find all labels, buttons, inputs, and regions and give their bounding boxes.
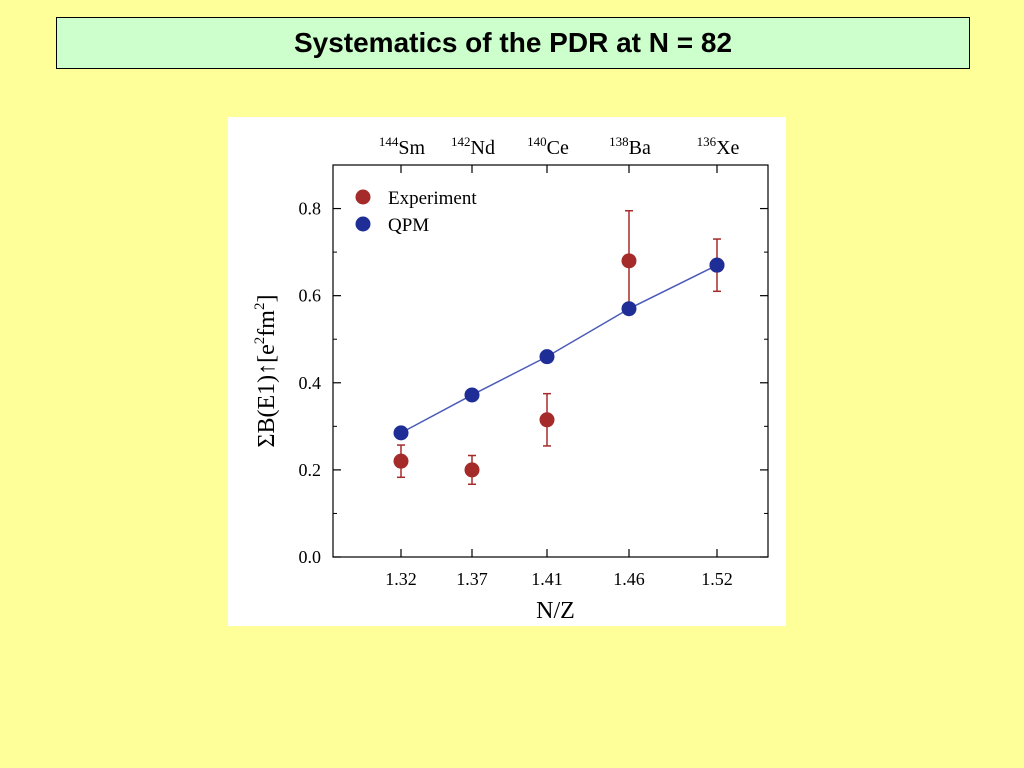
y-axis-label-part: 2 [252,337,268,345]
y-axis-label-part: Σ [254,434,280,448]
slide-title-box: Systematics of the PDR at N = 82 [56,17,970,69]
experiment-point [621,253,637,269]
qpm-point [539,349,555,365]
nucleus-mass: 136 [697,134,717,149]
y-tick-label: 0.6 [299,286,322,306]
legend-experiment-marker [355,189,371,205]
experiment-point [539,412,555,428]
nucleus-label: 138Ba [609,134,651,159]
nucleus-label: 136Xe [697,134,740,159]
experiment-point [464,462,480,478]
experiment-point [393,453,409,469]
x-tick-label: 1.41 [531,569,563,589]
x-axis-label: N/Z [536,598,575,624]
y-axis-label-part: ] [254,295,280,303]
nucleus-symbol: Xe [716,137,739,159]
y-axis-label-part: 2 [252,303,268,311]
x-tick-label: 1.52 [701,569,733,589]
y-axis-label-group: ΣB(E1)↑[e2fm2] [252,295,280,448]
legend-qpm-marker [355,216,371,232]
nucleus-symbol: Ce [547,137,569,159]
nucleus-label: 140Ce [527,134,569,159]
nucleus-mass: 142 [451,134,471,149]
legend-qpm-label: QPM [388,215,429,236]
y-tick-label: 0.4 [299,373,322,393]
y-tick-label: 0.0 [299,547,322,567]
nucleus-symbol: Sm [398,137,425,159]
x-tick-label: 1.37 [456,569,488,589]
nucleus-symbol: Ba [629,137,651,159]
x-tick-label: 1.46 [613,569,645,589]
y-axis-label: ΣB(E1)↑[e2fm2] [252,295,280,448]
qpm-line [400,264,718,434]
qpm-point [464,387,480,403]
qpm-point [621,301,637,317]
nucleus-label: 142Nd [451,134,495,159]
qpm-point [393,425,409,441]
slide-title: Systematics of the PDR at N = 82 [293,27,733,58]
legend-experiment-label: Experiment [388,188,477,209]
x-tick-label: 1.32 [385,569,417,589]
plot-frame [332,164,769,558]
nucleus-mass: 144 [379,134,399,149]
chart-figure: 0.0 0.2 0.4 0.6 0.8 1.32 144Sm 1.37 142Nd 1.41 140… [228,117,786,626]
y-axis-label-part: B(E1)↑[e [254,344,280,433]
nucleus-symbol: Nd [471,137,495,159]
pdr-scatter-chart: 0.0 0.2 0.4 0.6 0.8 1.32 144Sm 1.37 142Nd 1.41 140… [252,134,769,624]
y-axis-label-part: fm [254,310,280,337]
y-tick-label: 0.2 [299,460,322,480]
nucleus-label: 144Sm [379,134,426,159]
nucleus-mass: 138 [609,134,629,149]
nucleus-mass: 140 [527,134,547,149]
qpm-point [709,257,725,273]
y-tick-label: 0.8 [299,199,322,219]
